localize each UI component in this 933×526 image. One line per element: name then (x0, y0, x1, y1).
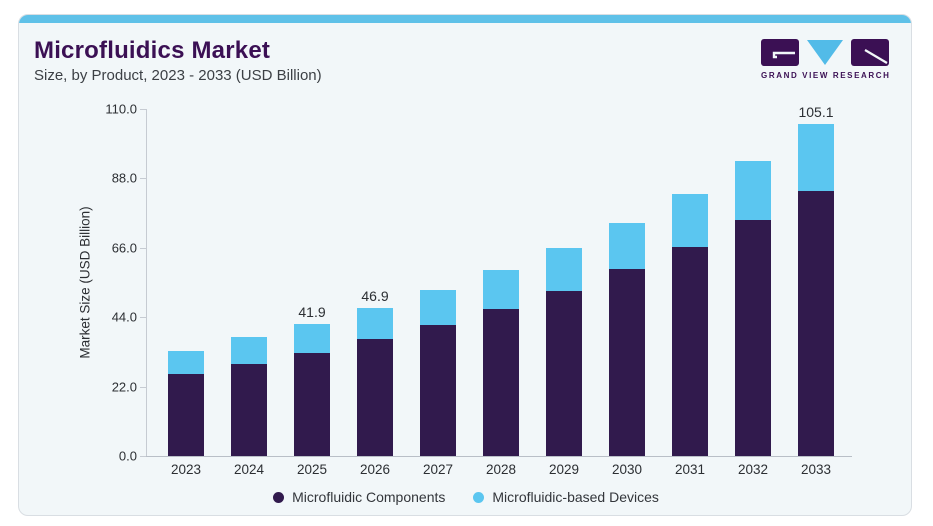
bar-segment-components[interactable] (168, 374, 204, 456)
y-tick-mark (140, 386, 146, 388)
x-tick-label: 2026 (359, 462, 391, 477)
bar-segment-devices[interactable] (357, 308, 393, 340)
legend: Microfluidic Components Microfluidic-base… (19, 489, 911, 505)
y-tick-label: 22.0 (111, 379, 137, 395)
y-tick-mark (140, 317, 146, 319)
legend-item-components[interactable]: Microfluidic Components (273, 489, 445, 505)
y-tick-mark (140, 178, 146, 180)
bar-segment-components[interactable] (672, 246, 708, 456)
bar-segment-devices[interactable] (483, 270, 519, 310)
bar-segment-components[interactable] (735, 220, 771, 456)
x-tick-label: 2031 (674, 462, 706, 477)
page-subtitle: Size, by Product, 2023 - 2033 (USD Billi… (34, 67, 322, 84)
bar-segment-devices[interactable] (420, 290, 456, 326)
x-tick-label: 2033 (800, 462, 832, 477)
bar-segment-components[interactable] (609, 269, 645, 456)
bar-segment-devices[interactable] (546, 247, 582, 291)
y-axis-line (146, 109, 147, 456)
bar-segment-devices[interactable] (798, 124, 834, 191)
bar-segment-components[interactable] (357, 339, 393, 456)
bar-value-label: 41.9 (298, 303, 326, 320)
plot-area: Market Size (USD Billion) 0.0 22.0 44.0 66.… (19, 15, 911, 515)
gvr-square-r-icon (851, 39, 889, 71)
bar-segment-devices[interactable] (735, 161, 771, 221)
x-tick-label: 2025 (296, 462, 328, 477)
y-tick-mark (140, 109, 146, 110)
bar-value-label: 105.1 (798, 104, 834, 121)
x-tick-label: 2024 (233, 462, 265, 477)
page-title: Microfluidics Market (34, 37, 271, 64)
y-tick-label: 88.0 (111, 170, 137, 186)
bar-segment-components[interactable] (294, 352, 330, 456)
accent-strip (19, 15, 911, 23)
bar-value-label: 46.9 (361, 288, 389, 305)
legend-dot-icon (473, 491, 485, 503)
x-tick-label: 2027 (422, 462, 454, 477)
x-tick-label: 2032 (737, 462, 769, 477)
y-tick-label: 110.0 (105, 101, 137, 117)
x-tick-label: 2028 (485, 462, 517, 477)
bar-segment-devices[interactable] (294, 323, 330, 353)
x-tick-label: 2023 (170, 462, 202, 477)
legend-label: Microfluidic Components (292, 489, 446, 505)
legend-item-devices[interactable]: Microfluidic-based Devices (473, 489, 659, 505)
brand-logo: GRAND VIEW RESEARCH (761, 39, 889, 80)
x-tick-label: 2029 (548, 462, 580, 477)
gvr-triangle-v-icon (806, 39, 844, 71)
bar-segment-devices[interactable] (168, 350, 204, 375)
gvr-square-g-icon (761, 39, 799, 71)
x-axis-line (146, 456, 852, 457)
y-axis-title: Market Size (USD Billion) (77, 206, 93, 359)
bar-segment-components[interactable] (798, 190, 834, 456)
bar-segment-components[interactable] (483, 309, 519, 456)
y-tick-label: 0.0 (118, 448, 137, 464)
legend-dot-icon (273, 491, 285, 503)
y-tick-mark (140, 247, 146, 249)
bar-segment-devices[interactable] (672, 194, 708, 247)
y-tick-label: 66.0 (111, 240, 137, 256)
y-tick-label: 44.0 (111, 309, 137, 325)
brand-name: GRAND VIEW RESEARCH (761, 71, 891, 80)
y-tick-mark (140, 456, 146, 457)
bar-segment-components[interactable] (420, 325, 456, 456)
chart-card: Microfluidics Market Size, by Product, 2… (18, 14, 912, 516)
bar-segment-devices[interactable] (231, 337, 267, 364)
bar-segment-components[interactable] (546, 290, 582, 456)
bar-segment-devices[interactable] (609, 222, 645, 270)
legend-label: Microfluidic-based Devices (492, 489, 659, 505)
bar-segment-components[interactable] (231, 363, 267, 456)
x-tick-label: 2030 (611, 462, 643, 477)
